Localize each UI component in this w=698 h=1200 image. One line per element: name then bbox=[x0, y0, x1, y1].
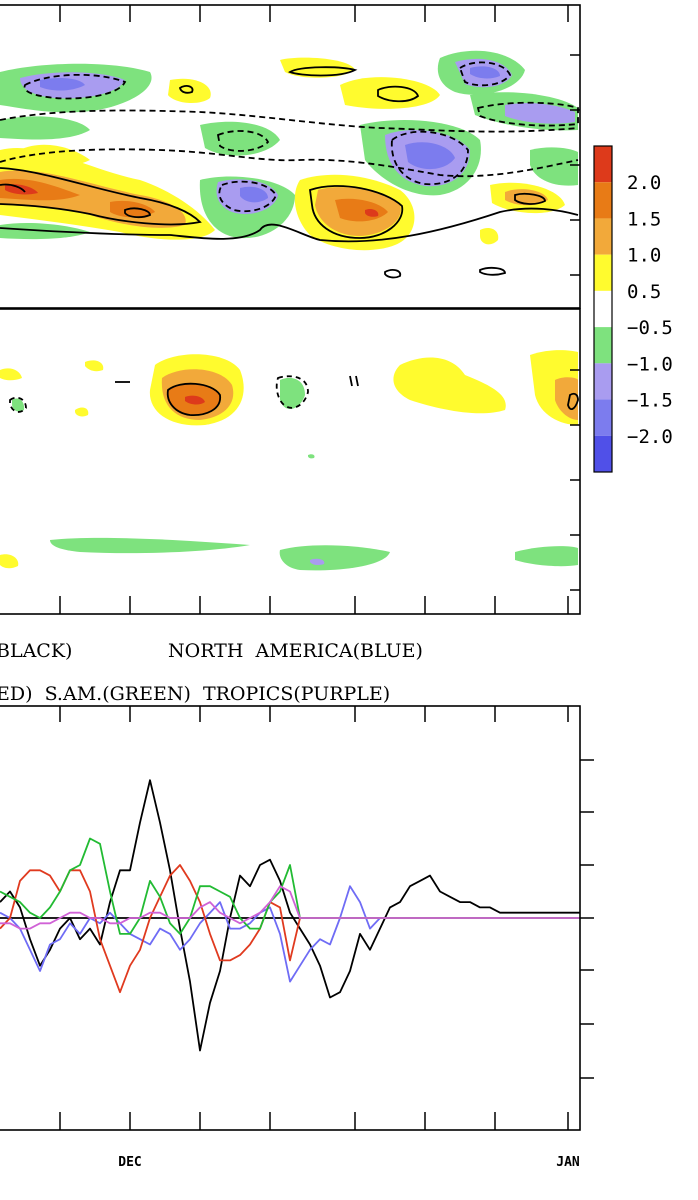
colorbar-label: 1.0 bbox=[627, 245, 661, 267]
contour-line-positive bbox=[479, 266, 506, 276]
contour-line-positive bbox=[567, 392, 579, 411]
contour-line-negative bbox=[23, 73, 127, 100]
colorbar-swatch bbox=[594, 218, 612, 255]
colorbar-label: 2.0 bbox=[627, 172, 661, 194]
contour-positive-band bbox=[0, 554, 19, 569]
series-line-purple bbox=[0, 885, 580, 930]
contour-line-negative bbox=[390, 130, 469, 186]
contour-positive-band bbox=[185, 395, 205, 405]
colorbar-label: 1.5 bbox=[627, 208, 661, 230]
legend-line1-right: NORTH AMERICA(BLUE) bbox=[168, 640, 423, 662]
contour-negative-band bbox=[280, 377, 305, 410]
contour-line-negative bbox=[9, 396, 27, 413]
contour-negative-band bbox=[515, 546, 578, 567]
contour-line-positive bbox=[287, 66, 358, 77]
contour-negative-band bbox=[12, 398, 25, 412]
colorbar-frame bbox=[593, 145, 613, 473]
contour-negative-band bbox=[240, 186, 268, 203]
contour-line-negative bbox=[275, 375, 309, 409]
axis-ticks bbox=[59, 5, 594, 1130]
contour-negative-band bbox=[405, 142, 455, 170]
legend-line2: ED) S.AM.(GREEN) TROPICS(PURPLE) bbox=[0, 683, 390, 705]
contour-lines-middle-dashed bbox=[9, 375, 309, 413]
contour-positive-band bbox=[340, 77, 440, 109]
contour-negative-band bbox=[50, 537, 250, 554]
contour-line-positive bbox=[384, 269, 402, 279]
contour-positive-band bbox=[85, 360, 104, 372]
colorbar-swatch bbox=[594, 435, 612, 472]
x-tick-label: JAN bbox=[556, 1155, 580, 1170]
contour-line-positive bbox=[0, 167, 202, 226]
colorbar-swatch bbox=[594, 146, 612, 183]
contour-line-positive bbox=[0, 207, 579, 243]
contour-line-positive bbox=[309, 185, 404, 239]
contour-positive-band bbox=[0, 178, 80, 201]
contour-line-negative bbox=[0, 148, 579, 178]
contour-negative-band bbox=[40, 77, 85, 91]
contour-line-positive bbox=[514, 192, 546, 205]
contour-line-positive bbox=[0, 183, 26, 193]
contour-lines-upper bbox=[0, 66, 579, 279]
contour-line-positive bbox=[178, 85, 194, 94]
contour-positive-band bbox=[168, 78, 211, 104]
colorbar-swatch bbox=[594, 290, 612, 328]
contour-positive-band bbox=[480, 228, 499, 245]
contour-positive-band bbox=[0, 368, 22, 381]
contour-lines-middle bbox=[115, 375, 579, 416]
contour-positive-band bbox=[393, 357, 506, 414]
contour-line-positive bbox=[377, 85, 420, 103]
contour-line-positive bbox=[349, 375, 359, 387]
contour-line-negative bbox=[216, 130, 270, 152]
contour-negative-band bbox=[505, 102, 575, 124]
contour-positive-band bbox=[365, 208, 379, 217]
colorbar-swatch bbox=[594, 327, 612, 364]
contour-line-positive bbox=[124, 207, 151, 219]
colorbar-label: −1.0 bbox=[627, 353, 673, 375]
contour-line-negative bbox=[476, 101, 579, 127]
contour-positive-band bbox=[75, 407, 89, 417]
colorbar: 2.0 1.5 1.0 0.5 −0.5 −1.0 −1.5 −2.0 bbox=[593, 145, 673, 473]
contour-line-negative bbox=[218, 180, 277, 213]
colorbar-swatch bbox=[594, 182, 612, 219]
colorbar-swatch bbox=[594, 363, 612, 400]
middle-panel-frame bbox=[0, 308, 581, 615]
middle-heatmap-panel bbox=[0, 308, 581, 615]
contour-negative-band bbox=[308, 454, 315, 459]
contour-negative-band bbox=[310, 558, 325, 566]
series-layer bbox=[0, 779, 580, 1052]
legend-line1-left: BLACK) bbox=[0, 640, 72, 662]
upper-heatmap-panel bbox=[0, 4, 581, 309]
contour-positive-band bbox=[20, 144, 90, 167]
contour-negative-band bbox=[0, 116, 90, 140]
colorbar-label: 0.5 bbox=[627, 281, 661, 303]
series-line-red bbox=[0, 864, 580, 994]
contour-negative-band bbox=[279, 545, 390, 571]
contour-negative-band bbox=[530, 147, 578, 186]
contour-line-positive bbox=[166, 382, 221, 416]
series-line-black bbox=[0, 779, 580, 1052]
colorbar-label: −2.0 bbox=[627, 426, 673, 448]
contour-fills-upper bbox=[0, 50, 578, 251]
legend: BLACK) NORTH AMERICA(BLUE) ED) S.AM.(GRE… bbox=[0, 640, 423, 705]
upper-panel-frame bbox=[0, 4, 581, 309]
colorbar-swatch bbox=[594, 254, 612, 291]
contour-line-negative bbox=[0, 109, 579, 133]
colorbar-label: −0.5 bbox=[627, 317, 673, 339]
colorbar-label: −1.5 bbox=[627, 390, 673, 412]
line-chart-frame bbox=[0, 705, 581, 1131]
contour-lines-upper-dashed bbox=[0, 61, 579, 213]
series-line-blue bbox=[0, 885, 580, 983]
contour-negative-band bbox=[470, 66, 500, 79]
line-chart: DEC JAN bbox=[0, 705, 581, 1170]
x-tick-label: DEC bbox=[118, 1155, 141, 1170]
colorbar-swatch bbox=[594, 399, 612, 436]
contour-line-negative bbox=[458, 61, 512, 87]
